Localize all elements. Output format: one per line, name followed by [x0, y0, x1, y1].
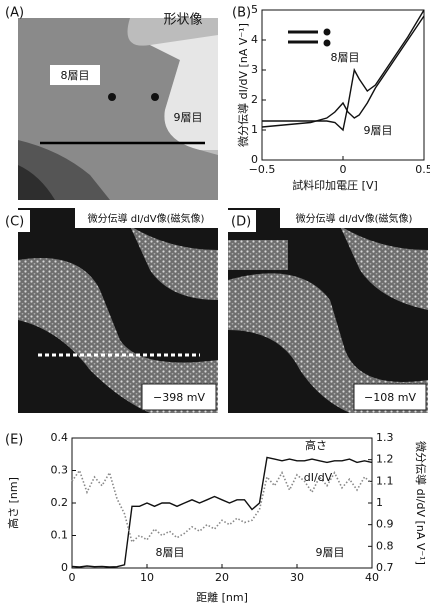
y-tick-label: 0.2: [51, 496, 69, 509]
x-tick-label: 20: [215, 571, 229, 584]
panel-label: (A): [5, 6, 24, 21]
x-tick-label: 10: [140, 571, 154, 584]
series-label: 高さ: [305, 438, 327, 452]
data-line: [262, 16, 424, 127]
y2-tick-label: 1: [376, 496, 383, 509]
panel-c: 微分伝導 dI/dV像(磁気像) (C) −398 mV: [0, 208, 218, 413]
x-tick-label: 0: [340, 163, 347, 176]
point-marker: [108, 93, 116, 101]
y2-axis-label: 微分伝導 dI/dV [nA V⁻¹]: [414, 441, 428, 565]
y-tick-label: 5: [251, 3, 258, 16]
image-title: 微分伝導 dI/dV像(磁気像): [88, 212, 205, 225]
point-marker: [151, 93, 159, 101]
y-tick-label: 4: [251, 33, 258, 46]
series-label: dI/dV: [304, 471, 333, 484]
y-tick-label: 1: [251, 123, 258, 136]
x-tick-label: 0: [69, 571, 76, 584]
series-label: 9層目: [364, 124, 393, 137]
panel-label: (E): [5, 433, 23, 448]
y-tick-label: 0: [61, 561, 68, 574]
annotation: 8層目: [61, 69, 90, 82]
y2-tick-label: 0.8: [376, 539, 394, 552]
y-tick-label: 3: [251, 63, 258, 76]
y-axis-label: 微分伝導 dI/dV [nA V⁻¹]: [236, 23, 250, 147]
bias-label: −398 mV: [153, 391, 205, 404]
y2-tick-label: 1.3: [376, 431, 394, 444]
y-axis-label: 高さ [nm]: [6, 477, 20, 529]
plot-frame: [262, 10, 424, 160]
panel-label: (D): [231, 215, 251, 230]
y-tick-label: 0.1: [51, 529, 69, 542]
x-tick-label: 0.5: [415, 163, 430, 176]
panel-d: 微分伝導 dI/dV像(磁気像) (D) −108 mV: [226, 208, 428, 413]
y-tick-label: 0.4: [51, 431, 69, 444]
annotation: 8層目: [156, 546, 185, 559]
y2-tick-label: 1.1: [376, 474, 394, 487]
image-title: 微分伝導 dI/dV像(磁気像): [296, 212, 413, 225]
image-title: 形状像: [163, 13, 202, 28]
panel-a: 8層目 9層目 (A) 形状像: [5, 6, 218, 201]
annotation: 9層目: [316, 546, 345, 559]
y-tick-label: 0.3: [51, 464, 69, 477]
y-tick-label: 0: [251, 153, 258, 166]
panel-label: (C): [5, 215, 24, 230]
panel-label: (B): [232, 6, 251, 21]
y2-tick-label: 1.2: [376, 453, 394, 466]
data-line: [262, 10, 424, 130]
y2-tick-label: 0.7: [376, 561, 394, 574]
x-axis-label: 距離 [nm]: [196, 590, 248, 604]
bias-label: −108 mV: [364, 391, 416, 404]
y2-tick-label: 0.9: [376, 518, 394, 531]
annotation: 9層目: [174, 111, 203, 124]
magnetic-domain: [228, 240, 288, 270]
legend-markers: [288, 29, 331, 47]
x-axis-label: 試料印加電圧 [V]: [292, 178, 378, 192]
series-label: 8層目: [331, 51, 360, 64]
y-tick-label: 2: [251, 93, 258, 106]
figure: 8層目 9層目 (A) 形状像 微分伝導 dI/dV像(磁気像) (C) −39…: [0, 0, 430, 607]
x-tick-label: 30: [290, 571, 304, 584]
